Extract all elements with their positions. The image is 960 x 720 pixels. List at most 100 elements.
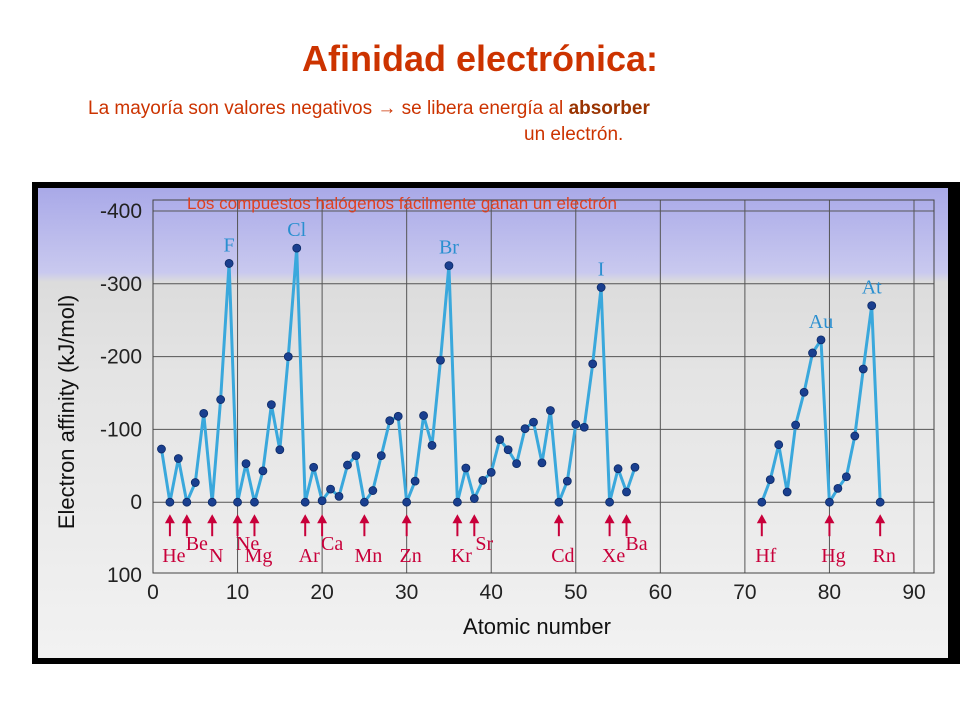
x-tick-label: 40 <box>480 581 503 604</box>
element-label: Cd <box>551 545 574 567</box>
data-point <box>326 484 335 494</box>
data-point <box>478 475 488 485</box>
data-point <box>546 406 555 415</box>
data-point <box>520 424 530 434</box>
element-label: Ca <box>321 533 343 555</box>
data-point <box>359 497 369 507</box>
data-point <box>867 301 877 311</box>
peak-label: Cl <box>287 219 306 241</box>
chart-annotation: Los compuestos halógenos fácilmente gana… <box>187 194 617 213</box>
data-point <box>368 486 378 495</box>
peak-label: F <box>224 234 235 256</box>
arrowhead <box>756 514 767 524</box>
y-axis-title: Electron affinity (kJ/mol) <box>54 295 79 529</box>
data-point <box>757 497 767 507</box>
arrowhead <box>469 514 480 524</box>
data-point <box>190 478 200 487</box>
arrowhead <box>824 514 835 524</box>
data-point <box>469 494 479 503</box>
element-label: Zn <box>400 545 422 567</box>
element-label: Kr <box>451 545 472 567</box>
data-point <box>782 487 792 497</box>
data-point <box>444 261 454 270</box>
data-point <box>571 419 581 429</box>
data-point <box>216 395 226 404</box>
data-point <box>157 444 166 454</box>
arrowhead <box>249 514 260 524</box>
arrowhead <box>621 514 632 524</box>
data-point <box>173 454 183 463</box>
data-point <box>292 243 302 253</box>
y-tick-label: 100 <box>107 564 142 587</box>
data-point <box>317 496 327 506</box>
element-label: Ne <box>236 533 259 555</box>
element-label: Xe <box>602 545 625 567</box>
x-tick-label: 80 <box>818 581 841 604</box>
data-point <box>452 497 462 507</box>
x-tick-label: 90 <box>902 581 925 604</box>
data-point <box>275 445 285 455</box>
arrowhead <box>359 514 370 524</box>
element-label: Mg <box>245 545 273 567</box>
x-tick-label: 20 <box>310 581 333 604</box>
element-label: Rn <box>873 545 896 567</box>
x-tick-label: 60 <box>649 581 672 604</box>
arrowhead <box>232 514 243 524</box>
element-label: Mn <box>354 545 382 567</box>
data-point <box>334 491 344 501</box>
data-point <box>461 463 471 473</box>
element-label: N <box>209 545 223 567</box>
element-label: Ar <box>299 545 320 567</box>
data-point <box>207 497 217 507</box>
data-point <box>512 459 521 469</box>
grid <box>152 199 935 574</box>
data-point <box>503 445 513 455</box>
data-point <box>182 497 192 507</box>
subtitle-part2: se libera energía al <box>396 98 569 119</box>
y-tick-label: 0 <box>130 491 142 514</box>
data-point <box>199 408 209 418</box>
data-point <box>774 440 784 450</box>
data-point <box>825 497 834 507</box>
element-label: Hg <box>821 545 845 567</box>
data-point <box>224 259 234 268</box>
arrowhead <box>164 514 175 524</box>
arrowhead <box>300 514 311 524</box>
subtitle-bold-word: absorber <box>568 98 650 119</box>
data-point <box>875 497 885 507</box>
x-tick-label: 50 <box>564 581 587 604</box>
chart-figure: -400 -300 -200 -100 0 100 0 10 20 30 40 50 60 70 80 90 A… <box>32 182 960 664</box>
data-point <box>596 283 606 292</box>
data-point <box>833 483 843 493</box>
data-point <box>799 387 809 397</box>
y-tick-label: -200 <box>100 346 142 369</box>
y-tick-label: -400 <box>100 200 142 223</box>
right-arrow-icon: → <box>377 98 397 119</box>
data-point <box>630 462 640 472</box>
data-point <box>537 458 547 468</box>
subtitle: La mayoría son valores negativos → se li… <box>88 96 650 148</box>
data-point <box>579 422 589 432</box>
plot-frame <box>152 199 935 574</box>
subtitle-line2: un electrón. <box>524 124 624 145</box>
data-point <box>351 451 361 461</box>
data-point <box>402 497 412 507</box>
data-point <box>841 472 851 482</box>
x-tick-label: 30 <box>395 581 418 604</box>
x-tick-label: 10 <box>226 581 249 604</box>
data-point <box>419 411 428 420</box>
data-point <box>486 467 496 477</box>
data-point <box>436 355 445 365</box>
data-point <box>250 497 259 507</box>
data-point <box>791 420 801 430</box>
arrowhead <box>553 514 564 524</box>
data-point <box>850 431 860 441</box>
peak-label: Br <box>439 237 459 259</box>
data-point <box>588 359 598 369</box>
data-point <box>562 476 572 486</box>
peak-label: At <box>862 277 882 299</box>
peak-label: Au <box>809 311 833 333</box>
